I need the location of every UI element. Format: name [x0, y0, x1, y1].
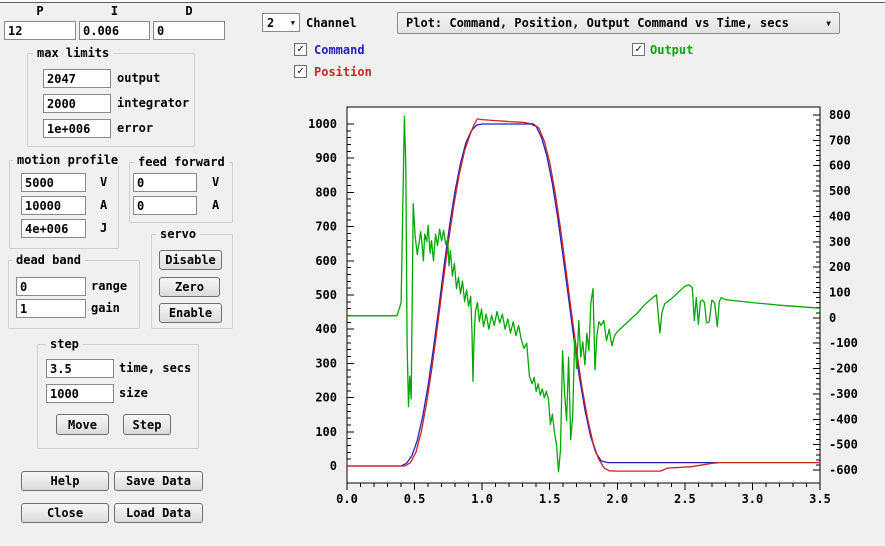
d-label: D — [185, 4, 193, 18]
max-integrator-input[interactable] — [43, 94, 111, 113]
svg-text:-100: -100 — [829, 336, 858, 350]
servo-zero-button[interactable]: Zero — [159, 277, 220, 297]
command-checkbox-label: Command — [314, 43, 365, 57]
plot-chart: 01002003004005006007008009001000-600-500… — [308, 106, 858, 506]
svg-text:2.5: 2.5 — [674, 492, 696, 506]
step-size-label: size — [119, 386, 148, 400]
p-label: P — [36, 4, 44, 18]
plot-select[interactable]: Plot: Command, Position, Output Command … — [397, 12, 840, 34]
check-icon: ✓ — [297, 42, 304, 55]
svg-text:300: 300 — [829, 235, 851, 249]
max-error-input[interactable] — [43, 119, 111, 138]
svg-text:-600: -600 — [829, 463, 858, 477]
plot-select-value: Plot: Command, Position, Output Command … — [406, 16, 789, 30]
svg-text:600: 600 — [315, 254, 337, 268]
i-input[interactable] — [79, 21, 150, 40]
feed-forward-title: feed forward — [134, 156, 229, 168]
svg-text:3.0: 3.0 — [742, 492, 764, 506]
command-checkbox[interactable]: ✓ — [294, 43, 307, 56]
check-icon: ✓ — [297, 64, 304, 77]
dead-band-range-label: range — [91, 279, 128, 293]
step-group — [37, 344, 199, 449]
i-label: I — [110, 4, 119, 18]
jerk-label: J — [100, 221, 108, 235]
step-size-input[interactable] — [46, 384, 114, 403]
output-checkbox[interactable]: ✓ — [632, 43, 645, 56]
dead-band-title: dead band — [12, 254, 86, 266]
svg-text:0: 0 — [829, 311, 836, 325]
svg-text:400: 400 — [829, 209, 851, 223]
load-data-button[interactable]: Load Data — [114, 503, 203, 523]
servo-disable-button[interactable]: Disable — [159, 250, 222, 270]
svg-text:300: 300 — [315, 356, 337, 370]
svg-text:3.5: 3.5 — [809, 492, 831, 506]
svg-text:1.0: 1.0 — [471, 492, 493, 506]
max-integrator-label: integrator — [117, 96, 190, 110]
svg-text:800: 800 — [829, 108, 851, 122]
servo-title: servo — [156, 228, 201, 240]
svg-text:900: 900 — [315, 151, 337, 165]
position-checkbox[interactable]: ✓ — [294, 65, 307, 78]
chevron-down-icon: ▼ — [290, 18, 295, 27]
ff-velocity-input[interactable] — [133, 173, 197, 192]
motion-profile-title: motion profile — [13, 154, 123, 166]
servo-enable-button[interactable]: Enable — [159, 303, 222, 323]
dead-band-gain-input[interactable] — [16, 299, 86, 318]
step-title: step — [46, 338, 83, 350]
svg-text:700: 700 — [829, 133, 851, 147]
svg-text:500: 500 — [829, 184, 851, 198]
acceleration-label: A — [100, 198, 108, 212]
ff-acceleration-input[interactable] — [133, 196, 197, 215]
dead-band-gain-label: gain — [91, 301, 120, 315]
velocity-label: V — [100, 175, 108, 189]
max-output-label: output — [117, 71, 161, 85]
p-input[interactable] — [4, 21, 76, 40]
svg-text:400: 400 — [315, 322, 337, 336]
step-button[interactable]: Step — [123, 414, 171, 435]
svg-text:-200: -200 — [829, 362, 858, 376]
svg-text:100: 100 — [829, 286, 851, 300]
position-checkbox-label: Position — [314, 65, 372, 79]
window-top-edge — [0, 0, 885, 3]
acceleration-input[interactable] — [21, 196, 86, 215]
svg-text:-500: -500 — [829, 438, 858, 452]
max-output-input[interactable] — [43, 69, 111, 88]
svg-text:2.0: 2.0 — [606, 492, 628, 506]
check-icon: ✓ — [635, 42, 642, 55]
channel-select[interactable]: 2 ▼ — [262, 13, 300, 32]
svg-text:200: 200 — [315, 391, 337, 405]
svg-text:600: 600 — [829, 159, 851, 173]
svg-text:200: 200 — [829, 260, 851, 274]
svg-text:800: 800 — [315, 185, 337, 199]
channel-label: Channel — [306, 16, 357, 30]
jerk-input[interactable] — [21, 219, 86, 238]
svg-text:500: 500 — [315, 288, 337, 302]
max-error-label: error — [117, 121, 154, 135]
step-time-input[interactable] — [46, 359, 114, 378]
svg-text:1000: 1000 — [308, 117, 337, 131]
svg-text:0: 0 — [330, 459, 337, 473]
ff-acceleration-label: A — [212, 198, 220, 212]
svg-text:-300: -300 — [829, 387, 858, 401]
max-limits-title: max limits — [33, 47, 114, 59]
dead-band-range-input[interactable] — [16, 277, 86, 296]
svg-text:0.0: 0.0 — [336, 492, 358, 506]
svg-text:100: 100 — [315, 425, 337, 439]
svg-text:-400: -400 — [829, 412, 858, 426]
channel-select-value: 2 — [267, 15, 275, 30]
ff-velocity-label: V — [212, 175, 220, 189]
save-data-button[interactable]: Save Data — [114, 471, 203, 491]
svg-text:1.5: 1.5 — [539, 492, 561, 506]
velocity-input[interactable] — [21, 173, 86, 192]
chevron-down-icon: ▼ — [826, 18, 831, 28]
output-checkbox-label: Output — [650, 43, 694, 57]
d-input[interactable] — [153, 21, 225, 40]
step-time-label: time, secs — [119, 361, 192, 375]
svg-text:0.5: 0.5 — [404, 492, 426, 506]
close-button[interactable]: Close — [21, 503, 109, 523]
help-button[interactable]: Help — [21, 471, 109, 491]
svg-text:700: 700 — [315, 220, 337, 234]
move-button[interactable]: Move — [56, 414, 109, 435]
